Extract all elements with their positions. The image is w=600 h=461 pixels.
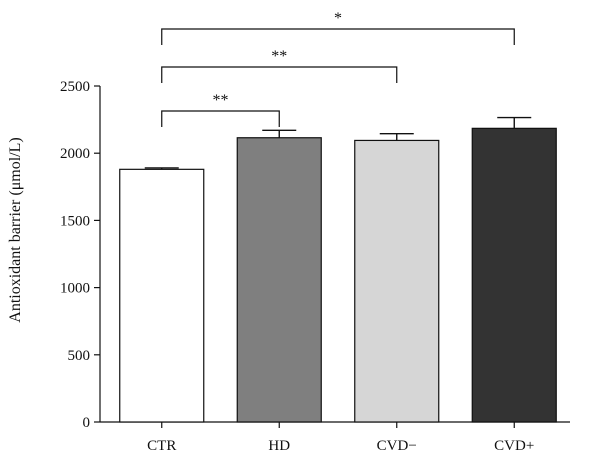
x-tick-label: CVD−	[377, 438, 417, 454]
y-tick-label: 2000	[60, 146, 90, 162]
x-axis: CTR HD CVD− CVD+	[100, 421, 570, 454]
y-tick-label: 2500	[60, 79, 90, 95]
bars	[119, 127, 557, 423]
x-tick-label: HD	[268, 438, 290, 454]
significance-bracket	[161, 110, 280, 127]
significance-bracket	[161, 28, 515, 45]
significance-label: *	[334, 10, 342, 27]
y-axis: 0 500 1000 1500 2000 2500	[60, 79, 101, 431]
y-tick-label: 1000	[60, 281, 90, 297]
significance-label: **	[213, 92, 229, 109]
significance-brackets: *****	[161, 10, 515, 127]
error-bars	[144, 116, 532, 170]
bar-cvd	[471, 127, 557, 423]
significance-bracket	[161, 66, 398, 83]
y-tick-label: 1500	[60, 213, 90, 229]
x-tick-label: CTR	[147, 438, 176, 454]
y-tick-label: 0	[83, 415, 91, 431]
bar-cvd	[354, 139, 440, 423]
x-tick-label: CVD+	[494, 438, 534, 454]
bar-ctr	[119, 168, 205, 423]
bar-hd	[236, 137, 322, 423]
y-tick-label: 500	[68, 348, 91, 364]
significance-label: **	[271, 48, 287, 65]
y-axis-title: Antioxidant barrier (μmol/L)	[7, 137, 24, 322]
